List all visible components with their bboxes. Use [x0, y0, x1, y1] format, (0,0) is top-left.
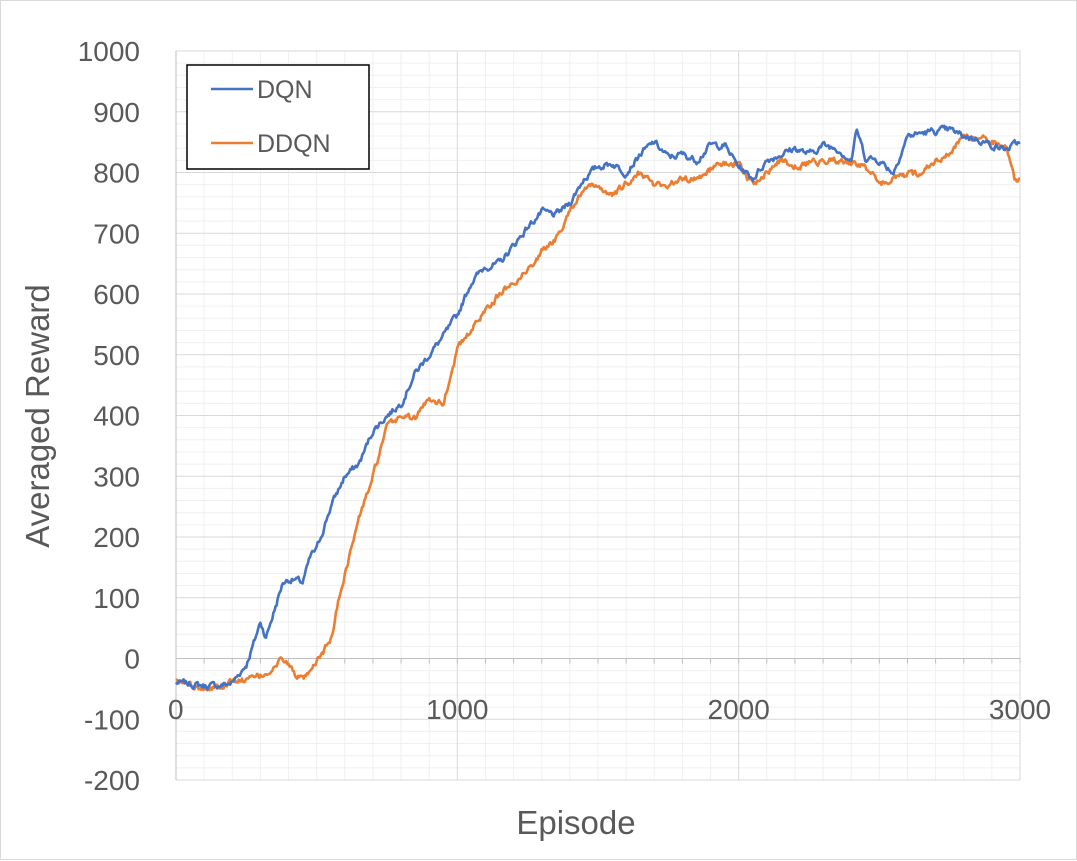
- y-tick-label: 800: [93, 158, 140, 189]
- y-tick-label: 600: [93, 279, 140, 310]
- x-tick-label: 3000: [989, 694, 1051, 725]
- legend-box: [186, 64, 370, 170]
- series-layer: [174, 124, 1021, 692]
- y-tick-label: 700: [93, 218, 140, 249]
- y-axis-title: Averaged Reward: [19, 284, 56, 548]
- y-tick-label: 0: [124, 644, 140, 675]
- x-tick-label: 0: [168, 694, 184, 725]
- series-line-ddqn: [175, 133, 1021, 692]
- legend-label-dqn: DQN: [257, 76, 313, 104]
- y-tick-label: -200: [84, 765, 140, 796]
- y-tick-label: 200: [93, 522, 140, 553]
- y-tick-label: 100: [93, 583, 140, 614]
- series-line-dqn: [174, 124, 1021, 691]
- x-tick-labels: 0 1000 2000 3000: [168, 694, 1051, 725]
- y-tick-label: 400: [93, 401, 140, 432]
- y-tick-label: 900: [93, 97, 140, 128]
- y-tick-label: 300: [93, 461, 140, 492]
- x-axis-title: Episode: [516, 804, 635, 841]
- x-tick-label: 1000: [426, 694, 488, 725]
- legend: DQN DDQN: [186, 64, 370, 170]
- y-tick-label: 500: [93, 340, 140, 371]
- y-tick-label: -100: [84, 704, 140, 735]
- x-tick-label: 2000: [708, 694, 770, 725]
- y-tick-label: 1000: [78, 36, 140, 67]
- legend-label-ddqn: DDQN: [257, 130, 331, 158]
